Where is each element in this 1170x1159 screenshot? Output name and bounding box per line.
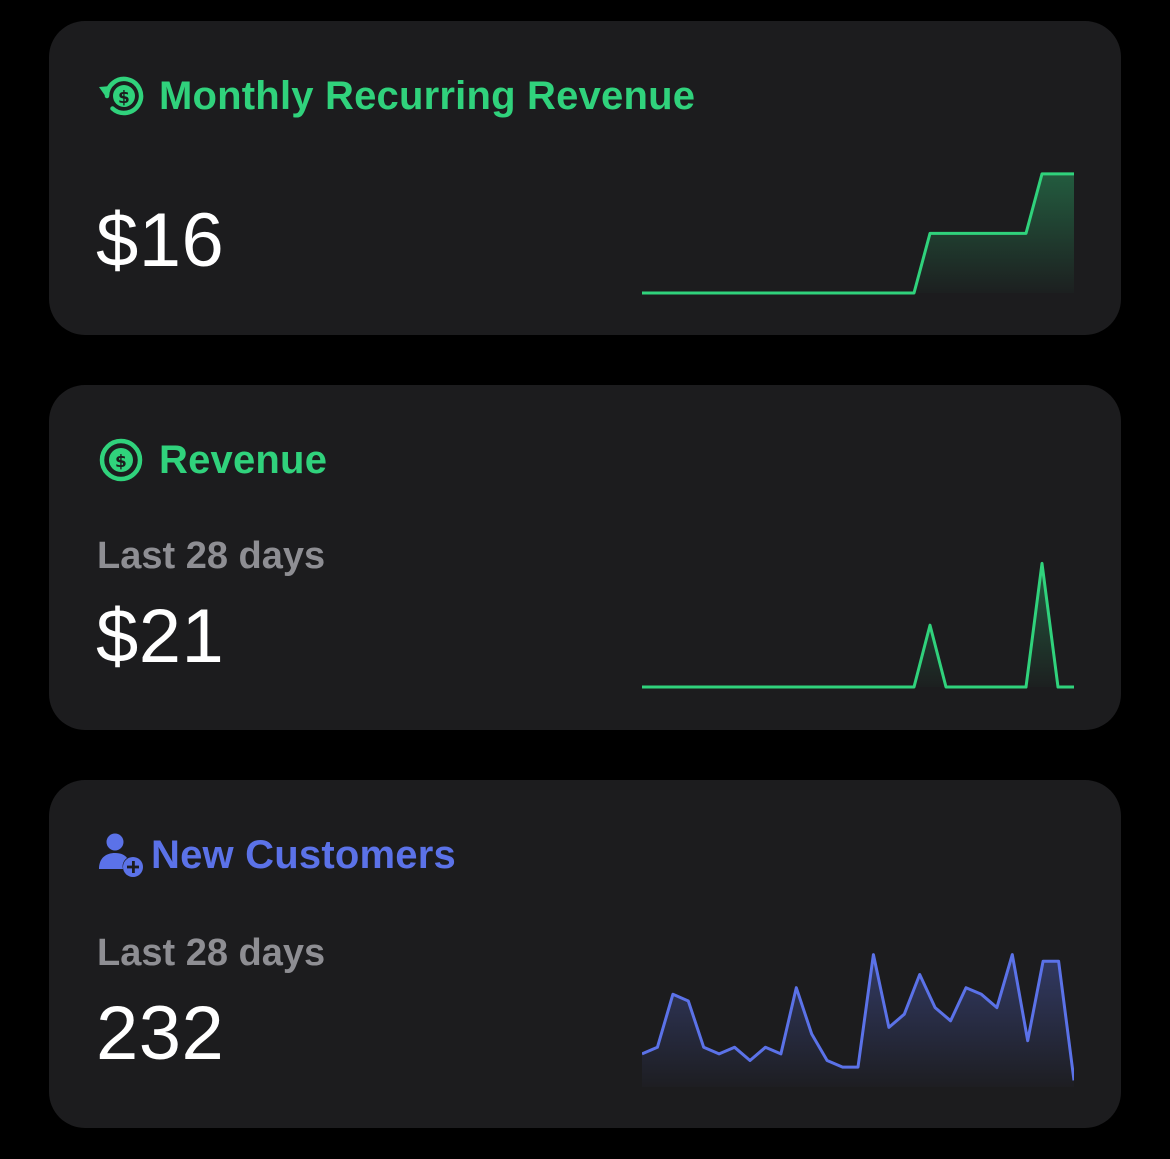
new-customers-title: New Customers xyxy=(151,832,456,877)
sparkline-line xyxy=(642,561,1074,689)
revenue-value: $21 xyxy=(96,594,225,679)
new-customers-period-label: Last 28 days xyxy=(97,932,326,974)
sparkline-area xyxy=(642,563,1074,687)
sparkline-line xyxy=(642,953,1074,1081)
sparkline-area xyxy=(642,954,1074,1087)
mrr-card[interactable]: $ Monthly Recurring Revenue $16 xyxy=(49,21,1121,335)
person-add-icon xyxy=(97,832,145,878)
mrr-value: $16 xyxy=(96,198,225,283)
new-customers-value: 232 xyxy=(96,991,225,1076)
new-customers-sparkline xyxy=(642,953,1074,1087)
revenue-card[interactable]: $ Revenue Last 28 days $21 xyxy=(49,385,1121,730)
new-customers-card[interactable]: New Customers Last 28 days 232 xyxy=(49,780,1121,1128)
recurring-dollar-icon: $ xyxy=(97,73,145,119)
revenue-sparkline xyxy=(642,561,1074,689)
new-customers-title-row: New Customers xyxy=(97,832,456,878)
revenue-period-label: Last 28 days xyxy=(97,535,326,577)
mrr-title-row: $ Monthly Recurring Revenue xyxy=(97,73,695,119)
dollar-circle-icon: $ xyxy=(97,437,145,483)
sparkline-area xyxy=(642,173,1074,293)
svg-text:$: $ xyxy=(118,88,130,108)
sparkline-line xyxy=(642,172,1074,295)
revenue-title-row: $ Revenue xyxy=(97,437,327,483)
revenue-title: Revenue xyxy=(159,437,328,482)
mrr-title: Monthly Recurring Revenue xyxy=(159,73,696,118)
svg-text:$: $ xyxy=(115,452,127,472)
mrr-sparkline xyxy=(642,172,1074,295)
